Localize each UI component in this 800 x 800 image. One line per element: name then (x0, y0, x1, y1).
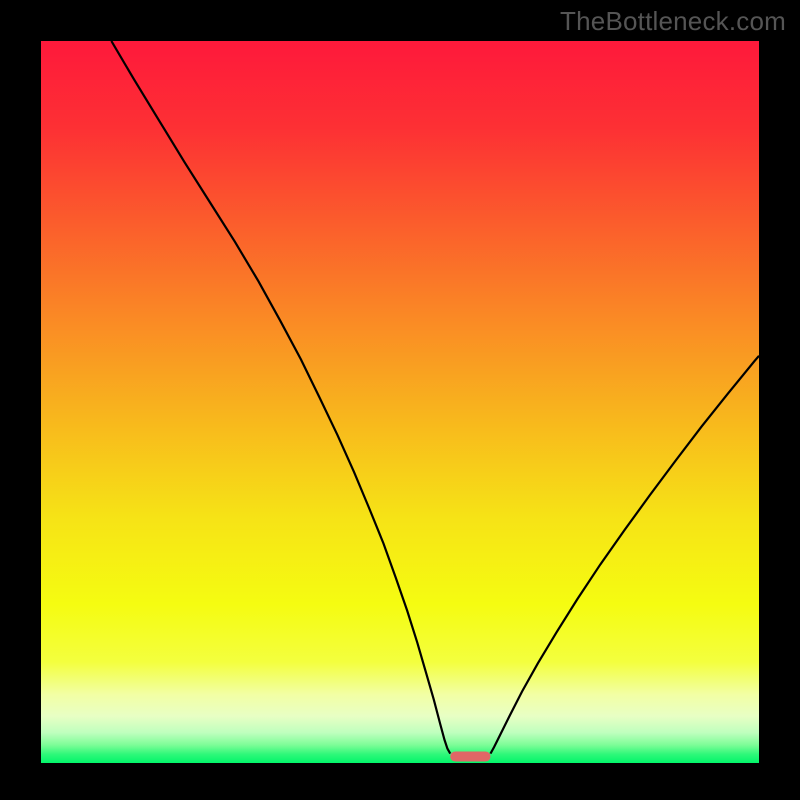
bottleneck-curve (41, 41, 759, 763)
plot-area (41, 41, 759, 763)
chart-container: { "watermark": { "text": "TheBottleneck.… (0, 0, 800, 800)
curve-right (490, 356, 759, 754)
optimal-marker (450, 751, 490, 761)
curve-left (111, 41, 450, 754)
watermark-text: TheBottleneck.com (560, 6, 786, 37)
